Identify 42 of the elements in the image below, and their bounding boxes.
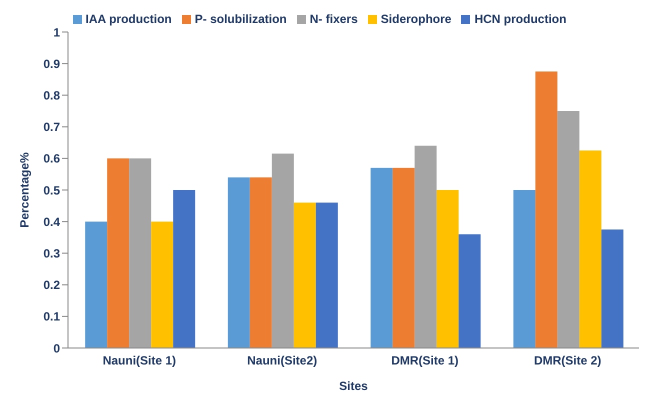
x-tick-label: Nauni(Site 1): [102, 354, 176, 368]
y-tick-label: 0.1: [43, 310, 60, 324]
legend-label: HCN production: [474, 12, 566, 26]
bar: [129, 158, 152, 348]
bar: [107, 158, 130, 348]
bar: [316, 202, 338, 348]
y-tick-label: 0.9: [43, 56, 60, 71]
y-tick-label: 0.3: [43, 246, 60, 260]
legend-label: N- fixers: [310, 12, 358, 26]
y-tick-label: 0.7: [43, 120, 60, 134]
bar: [513, 190, 536, 348]
y-tick-label: 0.6: [43, 152, 60, 166]
bar: [601, 230, 624, 348]
bar: [579, 150, 602, 348]
bar: [173, 190, 196, 348]
bar: [392, 168, 415, 348]
x-tick-label: Nauni(Site2): [247, 354, 318, 368]
legend-label: IAA production: [86, 12, 172, 26]
y-tick-label: 0.5: [43, 183, 60, 198]
bar: [85, 222, 108, 348]
bar: [250, 177, 272, 348]
bar: [272, 154, 294, 348]
bar: [370, 168, 393, 348]
legend-label: P- solubilization: [194, 12, 287, 26]
x-tick-label: DMR(Site 1): [391, 354, 459, 368]
y-tick-label: 1: [53, 25, 60, 40]
y-tick-label: 0: [53, 341, 60, 356]
y-tick-label: 0.4: [43, 214, 60, 229]
bar: [151, 222, 174, 348]
x-tick-label: DMR(Site 2): [534, 354, 602, 368]
x-axis-title: Sites: [339, 379, 368, 393]
legend-label: Siderophore: [380, 12, 452, 26]
y-axis-title: Percentage%: [17, 152, 32, 228]
y-tick-label: 0.2: [43, 278, 60, 292]
bar: [535, 72, 558, 348]
bar: [228, 177, 250, 348]
bar: [436, 190, 459, 348]
bar: [458, 234, 481, 348]
y-tick-label: 0.8: [43, 88, 60, 102]
bar: [414, 146, 437, 348]
bar: [557, 111, 580, 348]
bar: [294, 202, 316, 348]
